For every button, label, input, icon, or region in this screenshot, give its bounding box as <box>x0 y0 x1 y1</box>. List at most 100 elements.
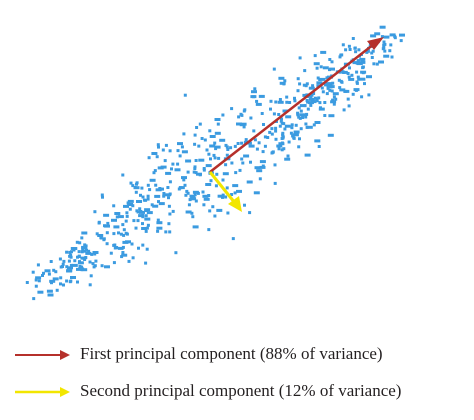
point <box>257 141 261 145</box>
point <box>112 243 116 247</box>
point <box>55 288 59 292</box>
point <box>304 153 311 157</box>
point <box>359 57 366 61</box>
point <box>270 127 274 131</box>
point <box>147 156 151 160</box>
point <box>278 76 285 80</box>
legend-label: First principal component (88% of varian… <box>80 344 383 363</box>
point <box>141 243 145 247</box>
point <box>361 65 365 69</box>
point <box>152 171 156 175</box>
point <box>168 230 172 234</box>
point <box>347 44 351 48</box>
point <box>330 89 334 93</box>
point <box>207 228 211 232</box>
point <box>303 104 307 108</box>
point <box>168 180 172 184</box>
point <box>355 80 359 84</box>
point <box>171 209 175 213</box>
point <box>202 203 206 207</box>
point <box>128 207 132 211</box>
point <box>195 126 199 129</box>
point <box>348 66 351 70</box>
point <box>299 127 303 131</box>
point <box>68 254 72 258</box>
point <box>224 163 228 167</box>
point <box>71 263 78 267</box>
point <box>87 249 91 253</box>
point <box>273 181 277 185</box>
point <box>269 99 273 103</box>
point <box>309 103 313 107</box>
point <box>276 144 283 148</box>
point <box>154 194 161 198</box>
point <box>203 138 207 142</box>
point <box>134 190 138 194</box>
point <box>101 195 104 199</box>
point <box>85 251 92 255</box>
point <box>163 159 167 163</box>
point <box>131 256 135 260</box>
point <box>299 113 306 117</box>
point <box>317 96 321 100</box>
point <box>100 264 104 268</box>
point <box>314 139 321 143</box>
point <box>80 256 87 260</box>
point <box>293 96 296 100</box>
point <box>230 161 234 165</box>
point <box>328 58 332 61</box>
point <box>47 272 51 276</box>
point <box>254 166 261 170</box>
point <box>322 66 329 70</box>
point <box>65 279 69 283</box>
point <box>216 122 220 126</box>
point <box>25 281 29 284</box>
point <box>146 183 150 187</box>
point <box>104 224 110 228</box>
point <box>36 263 40 267</box>
point <box>81 231 88 235</box>
point <box>34 284 38 288</box>
point <box>76 267 82 271</box>
point <box>296 113 300 117</box>
point <box>293 130 300 134</box>
point <box>80 265 84 269</box>
point <box>343 89 350 93</box>
point <box>76 280 79 284</box>
point <box>346 72 350 75</box>
point <box>192 190 199 194</box>
point <box>70 247 74 250</box>
point <box>277 113 281 116</box>
point <box>181 176 187 180</box>
point <box>156 218 160 222</box>
point <box>181 150 188 154</box>
point <box>273 163 277 167</box>
point <box>193 133 197 137</box>
point <box>178 154 182 158</box>
point <box>205 183 212 186</box>
point <box>310 100 317 104</box>
point <box>292 133 299 137</box>
point <box>366 75 372 79</box>
point <box>183 183 187 187</box>
point <box>136 219 140 223</box>
point <box>237 115 241 119</box>
point <box>156 229 160 233</box>
point <box>299 109 303 113</box>
point <box>316 76 320 80</box>
point <box>344 70 348 74</box>
point <box>114 212 121 215</box>
point <box>136 200 142 203</box>
point <box>209 157 212 161</box>
point <box>236 189 242 193</box>
point <box>134 226 138 230</box>
point <box>383 54 390 58</box>
point <box>389 43 393 47</box>
point <box>271 150 275 154</box>
point <box>270 132 274 136</box>
point <box>177 142 183 146</box>
point <box>125 214 129 218</box>
point <box>50 281 53 285</box>
point <box>357 77 361 81</box>
point <box>281 136 285 140</box>
